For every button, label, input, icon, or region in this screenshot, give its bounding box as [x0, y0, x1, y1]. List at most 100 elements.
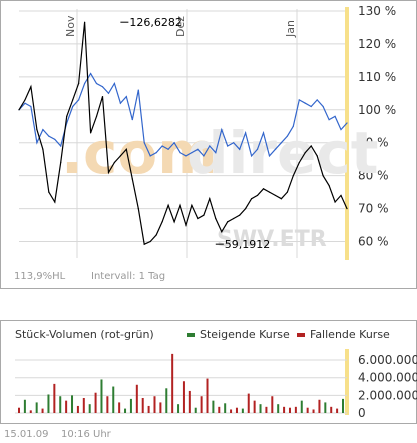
data-point [221, 128, 223, 131]
data-point [101, 86, 104, 88]
y-tick-label: 2.000.000 [358, 388, 417, 402]
data-point [95, 82, 98, 85]
data-point [262, 132, 265, 134]
data-point [119, 155, 121, 157]
data-point [268, 191, 271, 193]
data-point [310, 105, 312, 108]
data-point [149, 155, 151, 157]
data-point [66, 115, 68, 117]
volume-bar-falling [330, 406, 333, 413]
data-point [322, 105, 324, 108]
volume-bar-falling [218, 406, 221, 413]
volume-bar-falling [235, 407, 238, 413]
data-point [89, 72, 92, 75]
x-tick-label: Nov [64, 15, 77, 37]
data-point [36, 142, 38, 144]
data-point [346, 122, 348, 124]
data-point [125, 148, 127, 150]
data-point [173, 221, 175, 223]
data-point [256, 194, 259, 197]
data-point [78, 99, 80, 101]
falling-swatch [297, 333, 305, 337]
data-point [239, 214, 241, 216]
volume-chart: 6.000.000 4.000.000 2.000.000 0 [15, 349, 417, 420]
price-chart: 60 % 70 % 80 % 90 % 100 % 110 % 120 % 130 % Nov D… [18, 4, 396, 260]
data-point [24, 99, 26, 101]
data-point [304, 152, 306, 154]
volume-bar-falling [82, 398, 85, 413]
data-point [24, 102, 26, 104]
data-point [340, 194, 342, 197]
volume-bar-falling [294, 406, 297, 413]
y-tick-label: 90 % [358, 136, 389, 150]
data-point [328, 184, 330, 187]
volume-bar-rising [212, 400, 215, 413]
data-point [191, 152, 193, 154]
data-point [286, 135, 288, 137]
data-point [18, 109, 20, 111]
data-point [316, 155, 318, 157]
data-point [155, 234, 157, 236]
volume-bar-falling [153, 396, 156, 413]
legend-falling-label: Fallende Kurse [310, 328, 390, 341]
data-point [250, 198, 253, 200]
data-point [322, 175, 324, 177]
data-point [131, 178, 133, 180]
data-point [292, 125, 294, 127]
volume-bar-falling [253, 400, 256, 413]
max-annotation: 126,6282 [129, 16, 182, 29]
data-point [197, 217, 199, 220]
data-point [215, 152, 217, 154]
data-point [48, 191, 50, 193]
volume-title: Stück-Volumen (rot-grün) [15, 328, 154, 341]
volume-bar-falling [65, 400, 68, 413]
volume-bar-rising [35, 402, 38, 413]
rising-swatch [187, 333, 195, 337]
data-point [125, 96, 127, 98]
volume-bar-falling [135, 384, 138, 413]
data-point [161, 145, 163, 147]
volume-chart-panel: 6.000.000 4.000.000 2.000.000 0 Stück-Volum… [0, 320, 417, 424]
data-point [36, 128, 38, 131]
volume-bar-falling [41, 408, 44, 413]
volume-bar-falling [288, 407, 291, 413]
volume-bar-falling [182, 381, 185, 413]
data-point [185, 155, 187, 157]
volume-bar-falling [306, 407, 309, 413]
data-point [42, 148, 44, 150]
price-series-line [18, 22, 348, 246]
data-point [197, 148, 199, 150]
data-point [161, 221, 163, 223]
volume-bar-rising [100, 379, 103, 413]
volume-bar-falling [18, 407, 20, 413]
data-point [191, 204, 193, 206]
data-point [155, 152, 157, 154]
volume-bar-rising [129, 398, 132, 413]
data-point [107, 171, 110, 173]
data-point [256, 148, 259, 150]
data-point [203, 214, 205, 216]
volume-bar-falling [318, 399, 321, 413]
volume-bar-rising [71, 395, 74, 413]
y-tick-label: 6.000.000 [358, 353, 417, 367]
data-point [209, 145, 211, 147]
y-tick-label: 120 % [358, 37, 396, 51]
volume-bar-rising [224, 403, 227, 413]
data-point [346, 208, 348, 210]
data-point [316, 99, 318, 101]
data-point [143, 142, 145, 144]
volume-bar-rising [300, 400, 303, 413]
current-date-marker [345, 349, 349, 415]
data-point [30, 105, 32, 108]
index-series-line [18, 72, 348, 158]
data-point [84, 21, 86, 23]
data-point [334, 201, 336, 203]
interval-label: Intervall: 1 Tag [91, 271, 166, 282]
volume-bar-rising [88, 404, 91, 413]
data-point [113, 161, 116, 164]
data-point [185, 224, 187, 226]
volume-bar-falling [200, 396, 203, 413]
timestamp-date: 15.01.09 [4, 429, 49, 440]
data-point [72, 105, 74, 108]
volume-bar-falling [247, 393, 250, 413]
